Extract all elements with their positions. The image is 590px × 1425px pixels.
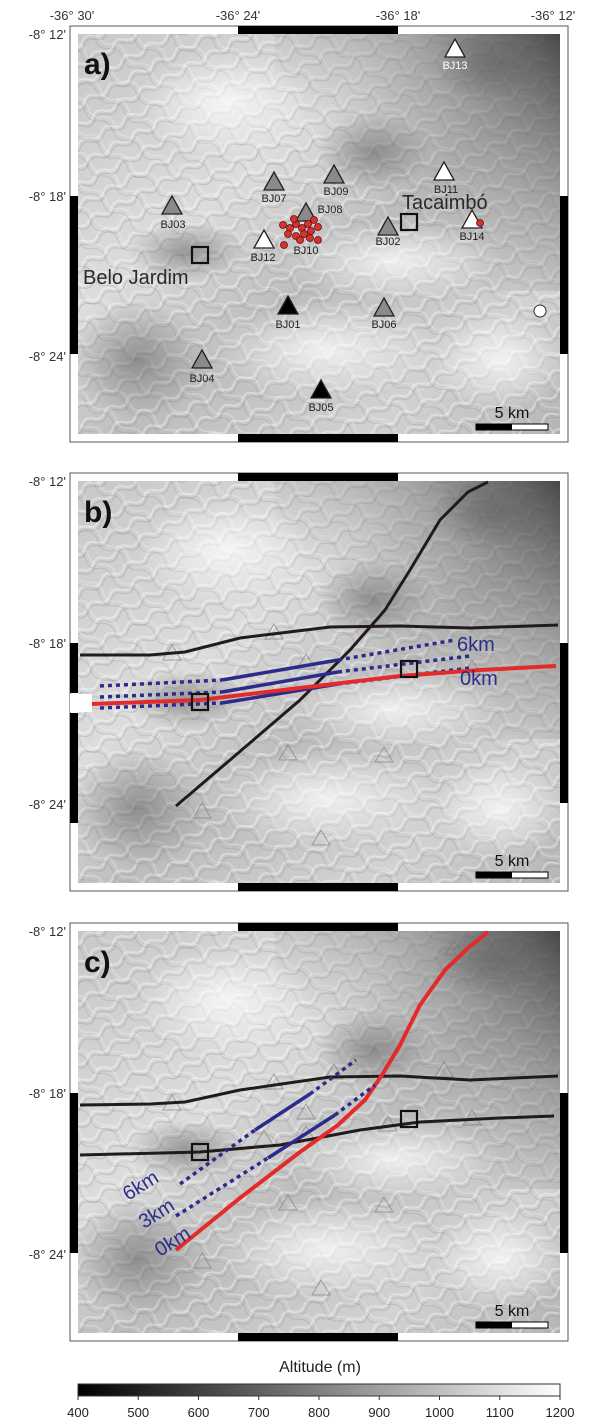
town-marker: [190, 692, 210, 712]
town-marker: [190, 1142, 210, 1162]
panel-letter: c): [84, 946, 111, 979]
colorbar-gradient: [77, 1383, 561, 1397]
panel-letter: a): [84, 48, 111, 81]
fault-trace-ne: [175, 480, 489, 808]
station-bj04: BJ04: [189, 349, 215, 385]
station-bj11: BJ11: [433, 161, 458, 196]
colorbar-tick-label: 1200: [546, 1405, 575, 1420]
colorbar-tick-label: 800: [308, 1405, 330, 1420]
lon-label: -36° 18': [376, 8, 421, 23]
station-bj03: BJ03: [160, 195, 186, 231]
depth-label: 0km: [460, 668, 498, 690]
colorbar-tick-label: 400: [67, 1405, 89, 1420]
station-bj13: BJ13: [442, 38, 468, 72]
model-fault-trace: [91, 664, 557, 706]
station-bj14: BJ14: [459, 209, 485, 243]
station-label: BJ03: [160, 219, 185, 231]
model-fault-trace: [174, 930, 490, 1252]
panel-letter: b): [84, 496, 112, 529]
colorbar-title: Altitude (m): [279, 1359, 361, 1376]
station-label: BJ06: [371, 319, 396, 331]
scale-label: 5 km: [495, 405, 530, 422]
depth-label: 6km: [457, 634, 495, 656]
station-label: BJ01: [275, 319, 300, 331]
colorbar-tick-label: 1000: [425, 1405, 454, 1420]
station-bj12: BJ12: [250, 229, 276, 264]
lat-label: -8° 12': [29, 27, 66, 42]
lat-label: -8° 24': [29, 797, 66, 812]
lat-label: -8° 24': [29, 349, 66, 364]
colorbar-tick-label: 700: [248, 1405, 270, 1420]
depth-contour-3km: [175, 1156, 269, 1218]
lon-label: -36° 24': [216, 8, 261, 23]
scale-label: 5 km: [495, 853, 530, 870]
panel-b: b) -8° 12' -8° 18' -8° 24' 6km 0km 5 km: [29, 472, 569, 892]
town-belo-jardim: Belo Jardim: [83, 267, 189, 289]
station-label: BJ04: [189, 373, 214, 385]
town-marker: [190, 245, 210, 265]
colorbar-tick-label: 600: [188, 1405, 210, 1420]
panel-a: a) -36° 30' -36° 24' -36° 18' -36° 12' -…: [29, 8, 576, 443]
lon-label: -36° 30': [50, 8, 95, 23]
station-bj02: BJ02: [375, 216, 401, 248]
station-bj08: BJ08: [295, 202, 343, 222]
lat-label: -8° 24': [29, 1247, 66, 1262]
station-label: BJ07: [261, 193, 286, 205]
lat-label: -8° 18': [29, 636, 66, 651]
station-label: BJ14: [459, 231, 484, 243]
colorbar-tick-label: 500: [127, 1405, 149, 1420]
station-ghosts: [162, 623, 482, 846]
station-label: BJ11: [434, 184, 458, 196]
panel-c: c) -8° 12' -8° 18' -8° 24' 6km 3km 0km 5…: [29, 922, 569, 1342]
station-label: BJ12: [250, 252, 275, 264]
town-marker: [399, 212, 419, 232]
station-bj01: BJ01: [275, 295, 301, 331]
lon-label: -36° 12': [531, 8, 576, 23]
town-tacaimbo: Tacaimbó: [402, 192, 488, 214]
lat-label: -8° 18': [29, 189, 66, 204]
scale-label: 5 km: [495, 1303, 530, 1320]
station-label: BJ09: [323, 186, 348, 198]
colorbar-tick-label: 1100: [486, 1405, 514, 1420]
lat-label: -8° 12': [29, 924, 66, 939]
station-label: BJ13: [442, 60, 467, 72]
town-marker: [399, 1109, 419, 1129]
event-marker: [533, 304, 547, 318]
station-bj07: BJ07: [261, 171, 287, 205]
lat-label: -8° 12': [29, 474, 66, 489]
station-label: BJ05: [308, 402, 333, 414]
colorbar-ticks: 400 500 600 700 800 900 1000 1100 1200: [67, 1396, 574, 1420]
station-bj09: BJ09: [323, 164, 349, 198]
station-bj05: BJ05: [308, 379, 334, 414]
station-label: BJ08: [317, 204, 342, 216]
colorbar-tick-label: 900: [368, 1405, 390, 1420]
lat-label: -8° 18': [29, 1086, 66, 1101]
fault-trace-south: [79, 1114, 555, 1157]
station-label: BJ02: [375, 236, 400, 248]
fault-trace-north: [79, 1074, 559, 1107]
station-bj06: BJ06: [371, 297, 397, 331]
station-label: BJ10: [293, 245, 318, 257]
epicenter-cluster: [279, 215, 484, 249]
colorbar: Altitude (m) 400 500 600 700 800 900 1000 1100 1…: [67, 1359, 574, 1420]
town-marker: [399, 659, 419, 679]
fault-trace-ew: [80, 623, 559, 657]
